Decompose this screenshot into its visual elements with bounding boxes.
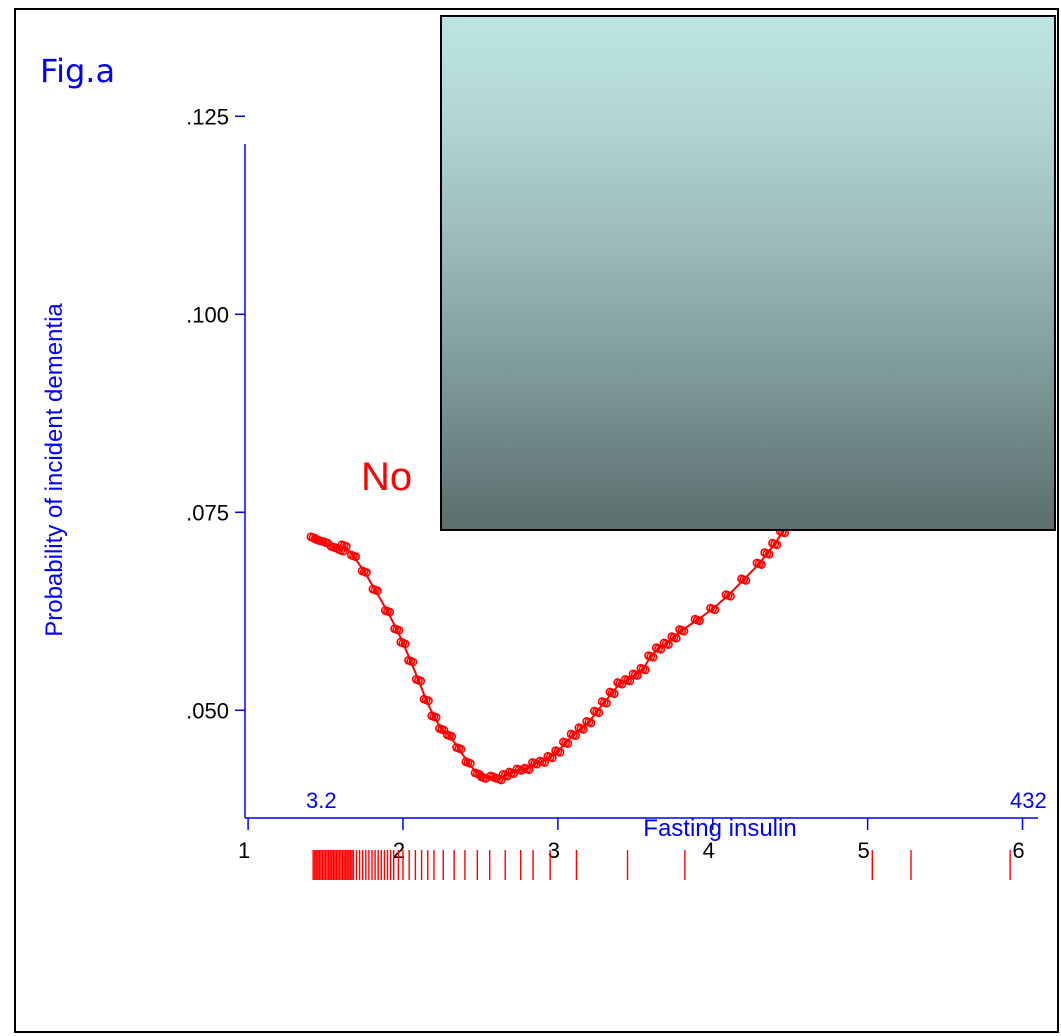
x-tick-label: 4	[703, 838, 715, 863]
curve-point	[726, 591, 735, 601]
curve-point	[602, 698, 611, 708]
curve-point	[772, 540, 782, 550]
curve-point	[764, 549, 774, 559]
curve-point	[547, 753, 557, 763]
overlay-panel	[440, 15, 1056, 531]
chart-svg: Fig.a Probability of incident dementia .…	[40, 52, 1047, 880]
figure-frame: Fig.a Probability of incident dementia .…	[14, 8, 1059, 1033]
curve-point	[757, 560, 766, 569]
curve-point	[555, 747, 565, 757]
curve-point	[625, 676, 635, 686]
curve-point	[362, 568, 371, 577]
curve-point	[524, 765, 534, 775]
curve-line	[312, 492, 799, 781]
curve-point	[640, 665, 650, 675]
curve-point	[465, 758, 475, 768]
curve-point	[664, 640, 673, 649]
curve-point	[447, 732, 457, 741]
curve-point	[400, 639, 410, 649]
curve-point	[710, 605, 720, 615]
y-tick-label: .100	[186, 302, 229, 327]
curve-point	[385, 607, 395, 617]
raw-scale-max-label: 432	[1010, 788, 1047, 813]
curve-point	[394, 625, 404, 635]
rug-plot	[312, 850, 1011, 880]
y-tick-label: .050	[186, 698, 229, 723]
curve-point	[633, 671, 642, 680]
y-axis: .050 .075 .100 .125	[186, 104, 245, 723]
x-tick-label: 5	[858, 838, 870, 863]
y-tick-label: .075	[186, 500, 229, 525]
x-axis: 123456	[238, 818, 1025, 863]
curve-point	[609, 689, 619, 699]
curve-point	[571, 731, 580, 741]
y-tick-label: .125	[186, 104, 229, 129]
curve-point	[679, 626, 689, 636]
y-axis-label: Probability of incident dementia	[41, 303, 68, 637]
curve-point	[671, 633, 681, 643]
probability-curve	[306, 487, 805, 785]
x-tick-label: 1	[238, 838, 250, 863]
curve-point	[372, 586, 382, 596]
x-axis-label: Fasting insulin	[643, 815, 796, 842]
panel-label: Fig.a	[40, 52, 115, 90]
x-tick-label: 6	[1012, 838, 1024, 863]
curve-point	[586, 718, 596, 728]
curve-point	[741, 576, 751, 585]
curve-point	[648, 652, 658, 662]
curve-point	[351, 552, 361, 562]
curve-point	[456, 744, 466, 754]
curve-text: No	[361, 455, 412, 499]
plot-axes	[244, 144, 1038, 819]
curve-point	[431, 713, 441, 722]
curve-point	[341, 541, 351, 551]
curve-point	[416, 676, 426, 686]
curve-point	[695, 616, 704, 626]
curve-point	[408, 657, 418, 667]
curve-point	[594, 708, 604, 718]
raw-scale-min-label: 3.2	[306, 788, 337, 813]
curve-point	[424, 696, 433, 706]
curve-point	[578, 724, 588, 734]
curve-point	[563, 739, 573, 748]
